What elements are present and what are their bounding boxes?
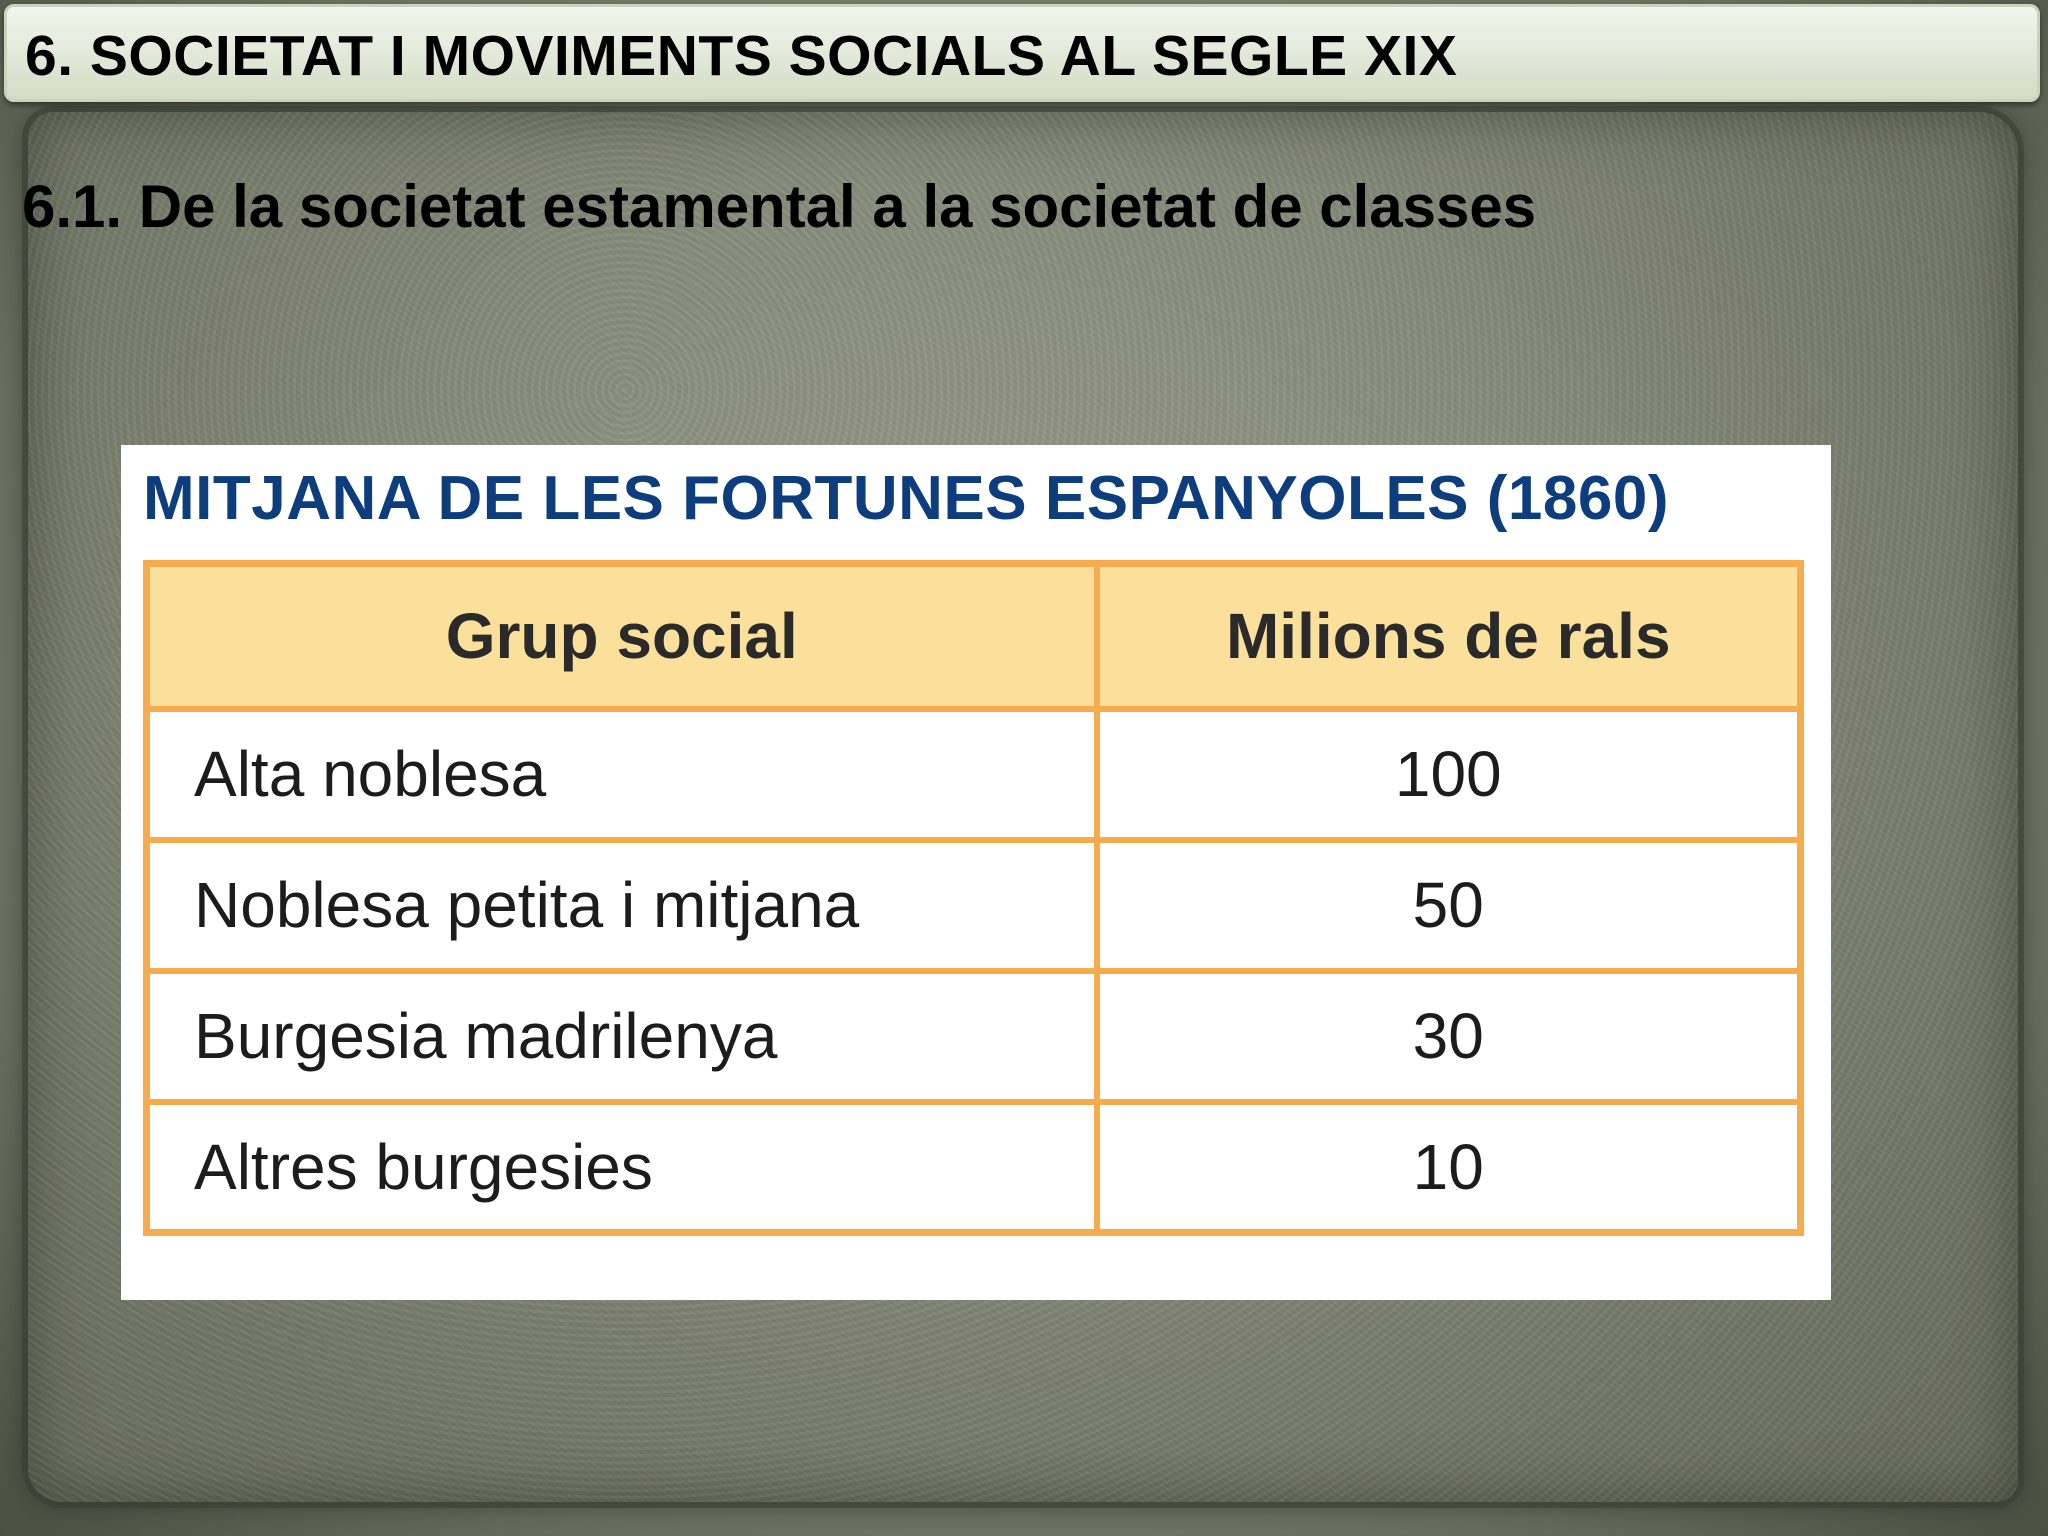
column-header-value: Milions de rals bbox=[1093, 560, 1804, 712]
cell-group: Alta noblesa bbox=[143, 705, 1100, 843]
cell-value: 50 bbox=[1093, 836, 1804, 974]
table-row: Alta noblesa 100 bbox=[143, 705, 1804, 843]
table-row: Noblesa petita i mitjana 50 bbox=[143, 836, 1804, 974]
fortunes-table: Grup social Milions de rals Alta noblesa… bbox=[143, 560, 1804, 1236]
cell-value: 30 bbox=[1093, 967, 1804, 1105]
cell-value: 10 bbox=[1093, 1098, 1804, 1236]
column-header-group: Grup social bbox=[143, 560, 1100, 712]
table-row: Burgesia madrilenya 30 bbox=[143, 967, 1804, 1105]
cell-value: 100 bbox=[1093, 705, 1804, 843]
fortunes-table-card: MITJANA DE LES FORTUNES ESPANYOLES (1860… bbox=[121, 445, 1831, 1300]
table-row: Altres burgesies 10 bbox=[143, 1098, 1804, 1236]
cell-group: Altres burgesies bbox=[143, 1098, 1100, 1236]
cell-group: Burgesia madrilenya bbox=[143, 967, 1100, 1105]
slide-title: 6. SOCIETAT I MOVIMENTS SOCIALS AL SEGLE… bbox=[25, 24, 1458, 88]
slide-subtitle: 6.1. De la societat estamental a la soci… bbox=[22, 173, 1537, 240]
cell-group: Noblesa petita i mitjana bbox=[143, 836, 1100, 974]
table-header-row: Grup social Milions de rals bbox=[143, 560, 1804, 712]
table-heading: MITJANA DE LES FORTUNES ESPANYOLES (1860… bbox=[143, 464, 1669, 533]
title-bar: 6. SOCIETAT I MOVIMENTS SOCIALS AL SEGLE… bbox=[4, 4, 2040, 102]
